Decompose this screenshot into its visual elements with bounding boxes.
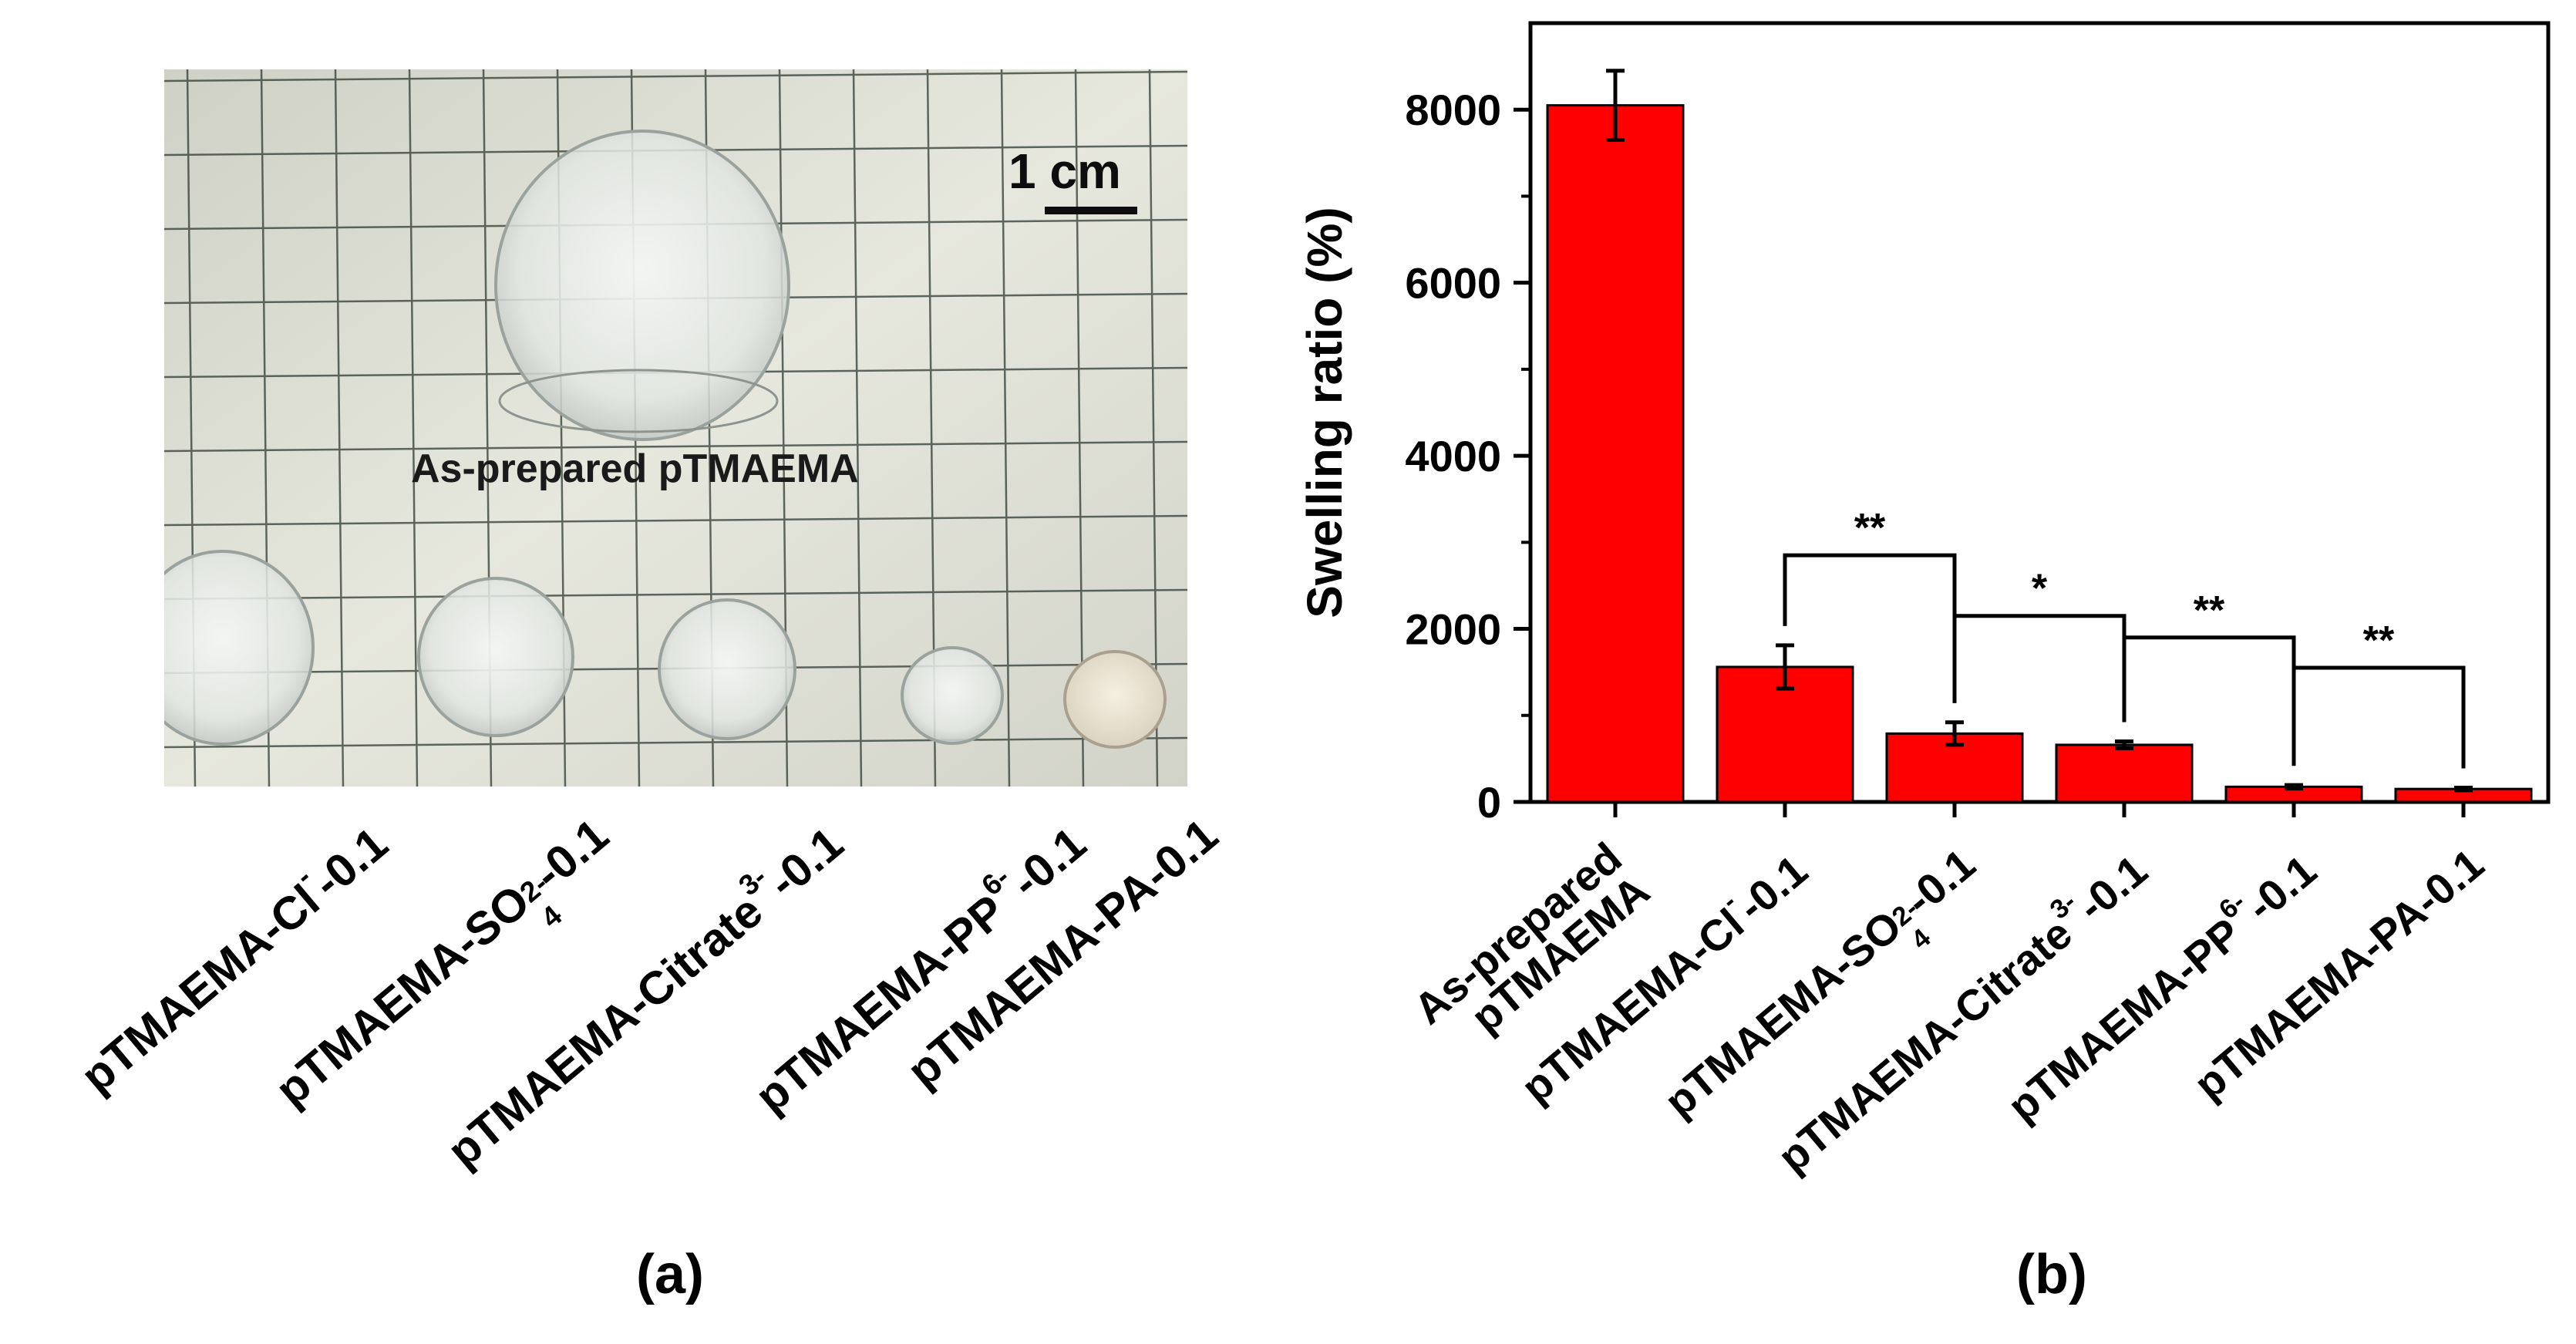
photo-graphic [164, 69, 1187, 787]
as-prepared-gel [494, 130, 790, 441]
photo-caption: As-prepared pTMAEMA [411, 446, 859, 491]
gel-citrate [658, 598, 796, 740]
gel-cl [164, 550, 315, 746]
gel-pa [1063, 650, 1167, 749]
bar [1546, 104, 1685, 803]
plot-frame [1528, 21, 2551, 804]
label-text: -0.1 [303, 817, 398, 908]
gel-pp [901, 646, 1004, 745]
sample-label: pTMAEMA-Citrate3--0.1 [431, 810, 854, 1178]
significance-label: ** [2363, 618, 2395, 663]
y-tick-label: 6000 [1405, 259, 1501, 308]
label-subscript: 4 [534, 898, 568, 934]
panel-a: As-prepared pTMAEMA 1 cm pTMAEMA-Cl--0.1… [72, 69, 1227, 1305]
gel-so4 [417, 577, 574, 737]
y-tick-label: 0 [1477, 778, 1501, 827]
y-tick-label: 2000 [1405, 605, 1501, 654]
label-text: -0.1 [758, 817, 853, 908]
label-text: -0.1 [1001, 817, 1096, 908]
significance-bracket [2291, 665, 2466, 769]
y-tick-label: 8000 [1405, 86, 1501, 134]
panel-a-letter: (a) [636, 1244, 704, 1305]
scale-bar [1045, 207, 1137, 214]
significance-label: * [2032, 567, 2048, 611]
significance-label: ** [2194, 588, 2225, 633]
y-axis-label: Swelling ratio (%) [1297, 207, 1352, 618]
y-tick-label: 4000 [1405, 432, 1501, 480]
scale-bar-label: 1 cm [1009, 143, 1121, 199]
gel-photo: As-prepared pTMAEMA 1 cm [164, 69, 1187, 787]
panel-b-letter: (b) [2016, 1244, 2087, 1305]
significance-label: ** [1854, 506, 1886, 551]
bar [2055, 743, 2194, 803]
significance-bracket [1952, 614, 2126, 723]
